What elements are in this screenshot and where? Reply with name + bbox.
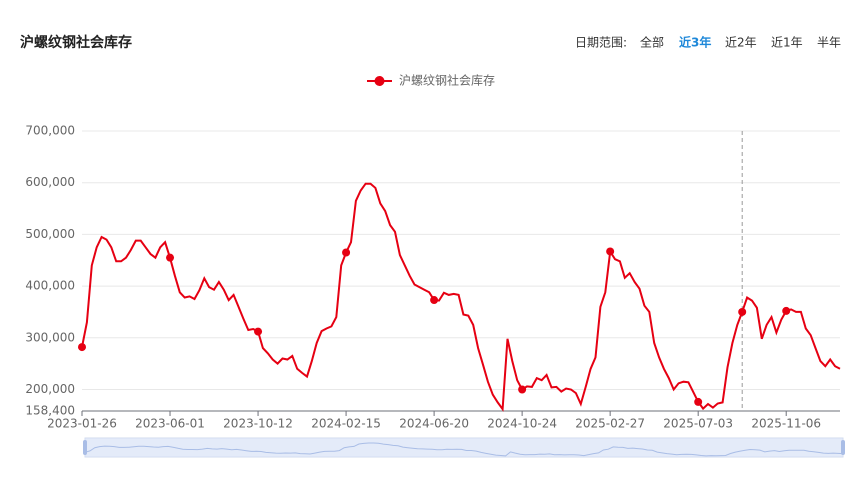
range-option[interactable]: 全部 [640,35,664,50]
range-option[interactable]: 近3年 [679,35,711,50]
y-tick-label: 158,400 [25,404,75,418]
legend-label[interactable]: 沪螺纹钢社会库存 [399,73,495,88]
point [606,247,615,256]
x-tick-label: 2024-10-24 [487,417,557,431]
range-option[interactable]: 半年 [817,36,841,50]
x-tick-label: 2023-01-26 [47,417,117,431]
legend-marker [374,76,385,86]
series-line [81,182,841,412]
point [254,327,263,336]
y-tick-label: 600,000 [25,175,75,189]
x-tick-label: 2024-02-15 [311,417,381,431]
chart-title: 沪螺纹钢社会库存 [20,34,132,51]
y-tick-label: 500,000 [25,227,75,241]
zoom-handle[interactable] [841,440,845,455]
x-tick-label: 2023-06-01 [135,417,205,431]
point [694,397,703,406]
point [342,248,351,257]
range-label: 日期范围: [575,36,627,50]
y-tick-label: 700,000 [25,124,75,138]
zoom-window[interactable] [85,438,843,457]
point [518,385,527,394]
x-tick-label: 2025-07-03 [663,417,733,431]
zoom-preview [84,442,844,457]
x-tick-label: 2025-11-06 [751,417,821,431]
x-tick-label: 2025-02-27 [575,417,645,431]
y-tick-label: 300,000 [25,330,75,344]
point [78,343,86,352]
point [430,296,439,305]
range-option[interactable]: 近1年 [771,36,803,50]
y-tick-label: 200,000 [25,382,75,396]
zoom-handle[interactable] [83,440,87,455]
point [782,306,791,315]
x-tick-label: 2023-10-12 [223,417,293,431]
point [738,307,747,316]
x-tick-label: 2024-06-20 [399,417,469,431]
point [166,253,175,262]
y-tick-label: 400,000 [25,279,75,293]
range-option[interactable]: 近2年 [725,36,757,50]
